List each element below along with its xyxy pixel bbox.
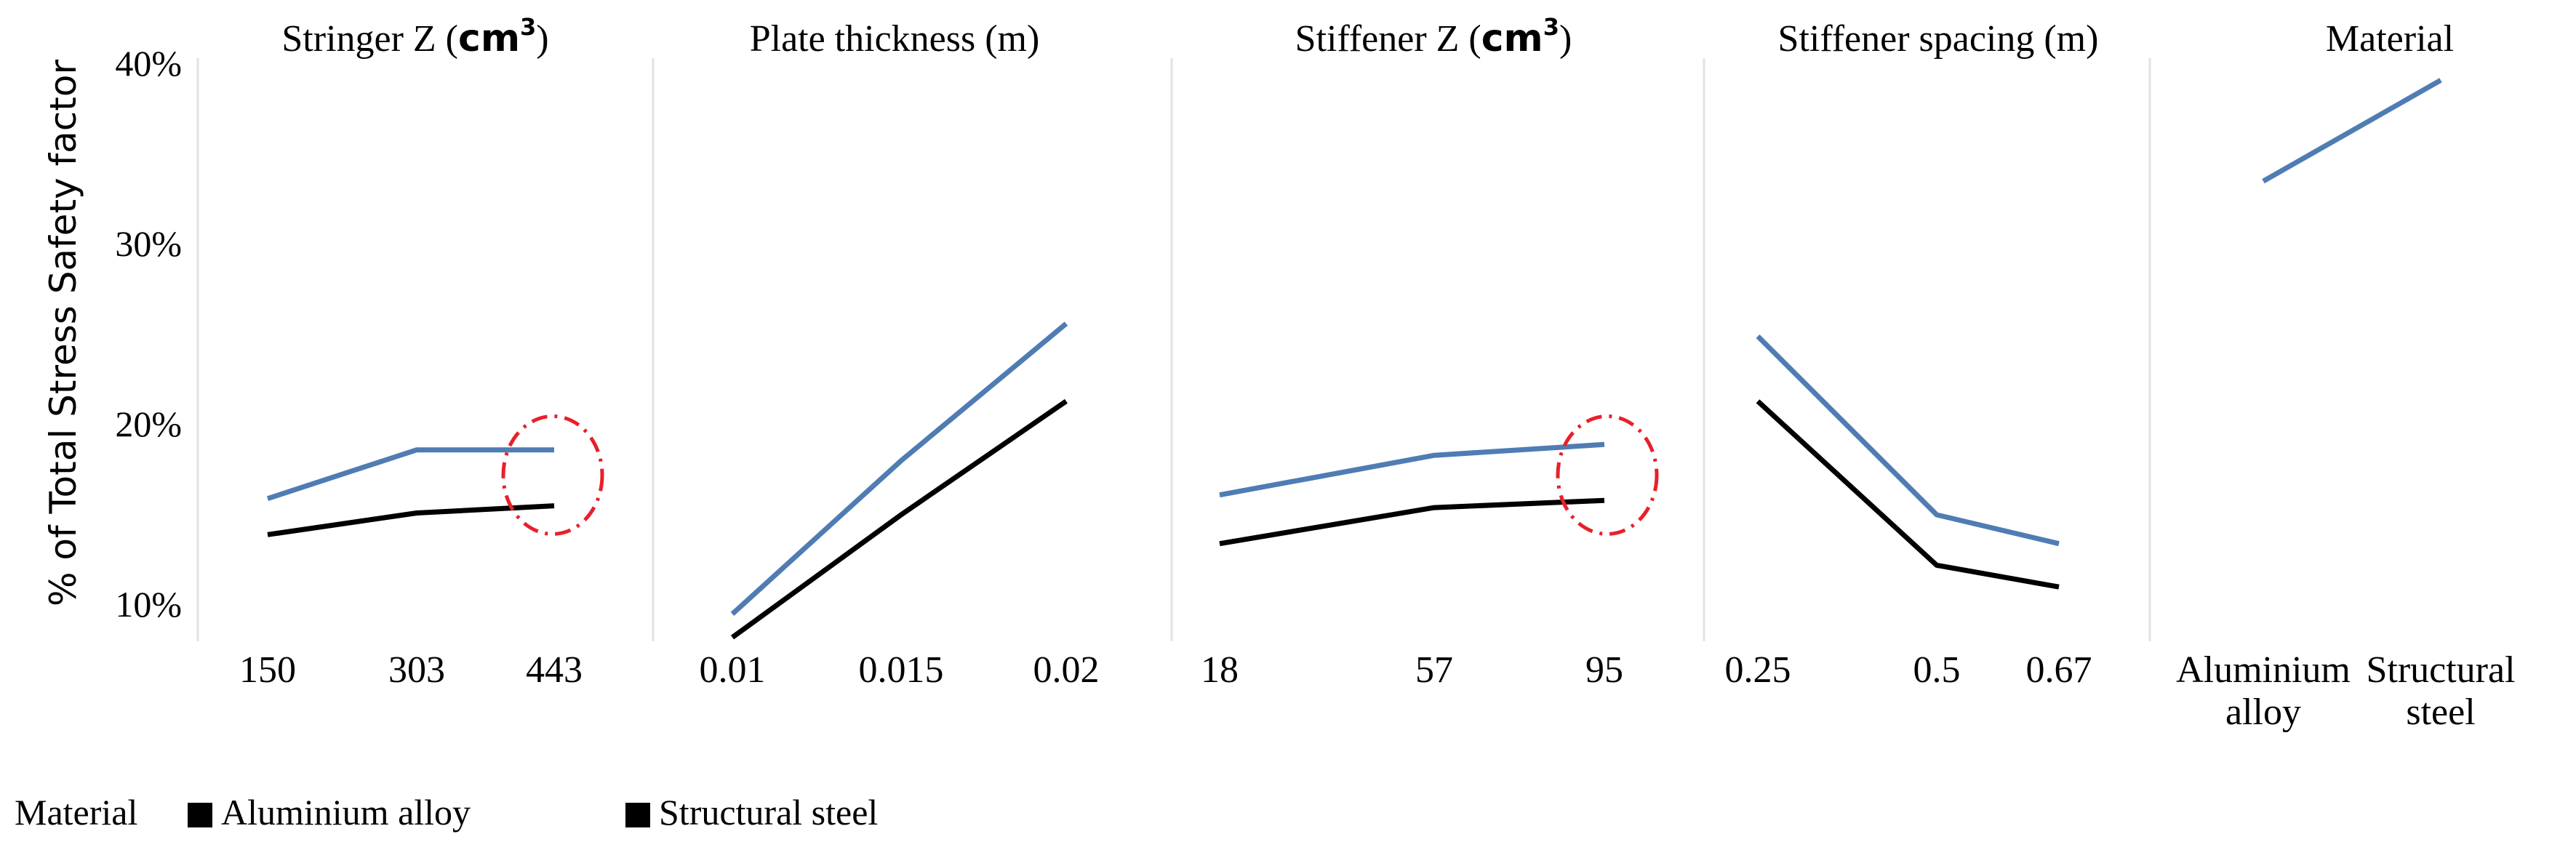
x-tick-label: 0.5	[1913, 649, 1961, 691]
panel-title: Stiffener spacing (m)	[1778, 18, 2099, 60]
y-axis-label: % of Total Stress Safety factor	[42, 60, 84, 606]
x-tick-label: Aluminium	[2176, 649, 2351, 691]
highlight-ellipse	[501, 414, 604, 536]
highlight-ellipse	[1556, 414, 1659, 536]
panel-title: Plate thickness (m)	[750, 18, 1040, 60]
x-tick-label: 150	[239, 649, 296, 691]
legend-label: Aluminium alloy	[221, 792, 471, 833]
series-line-structural-steel	[730, 398, 1068, 640]
x-tick-label: 18	[1201, 649, 1239, 691]
y-tick-label: 30%	[115, 223, 182, 264]
x-tick-label: 0.01	[700, 649, 766, 691]
series-line-aluminium-alloy	[2262, 78, 2442, 184]
x-tick-label: Structural	[2366, 649, 2515, 691]
series-line-aluminium-alloy	[1219, 441, 1605, 498]
x-tick-label: 0.67	[2026, 649, 2092, 691]
series-line-structural-steel	[1219, 497, 1605, 547]
x-tick-label: 95	[1585, 649, 1623, 691]
x-tick-label: alloy	[2225, 691, 2301, 733]
legend-swatch	[625, 803, 650, 827]
legend-label: Structural steel	[659, 792, 878, 833]
panel-title: Stiffener Z (cm3)	[1295, 13, 1572, 60]
series-line-aluminium-alloy	[730, 321, 1068, 616]
x-tick-label: 57	[1415, 649, 1453, 691]
x-tick-label: 303	[388, 649, 445, 691]
x-tick-label: 443	[526, 649, 583, 691]
y-tick-label: 20%	[115, 404, 182, 444]
series-line-aluminium-alloy	[266, 447, 554, 502]
x-tick-label: steel	[2406, 691, 2475, 733]
panel-title: Material	[2326, 18, 2454, 60]
panel-title: Stringer Z (cm3)	[281, 13, 548, 60]
y-tick-label: 10%	[115, 584, 182, 625]
legend-title: Material	[15, 792, 137, 833]
x-tick-label: 0.02	[1033, 649, 1100, 691]
x-tick-label: 0.015	[859, 649, 944, 691]
series-line-structural-steel	[1756, 399, 2060, 590]
x-tick-label: 0.25	[1725, 649, 1791, 691]
legend-swatch	[188, 803, 212, 827]
y-tick-label: 40%	[115, 43, 182, 84]
